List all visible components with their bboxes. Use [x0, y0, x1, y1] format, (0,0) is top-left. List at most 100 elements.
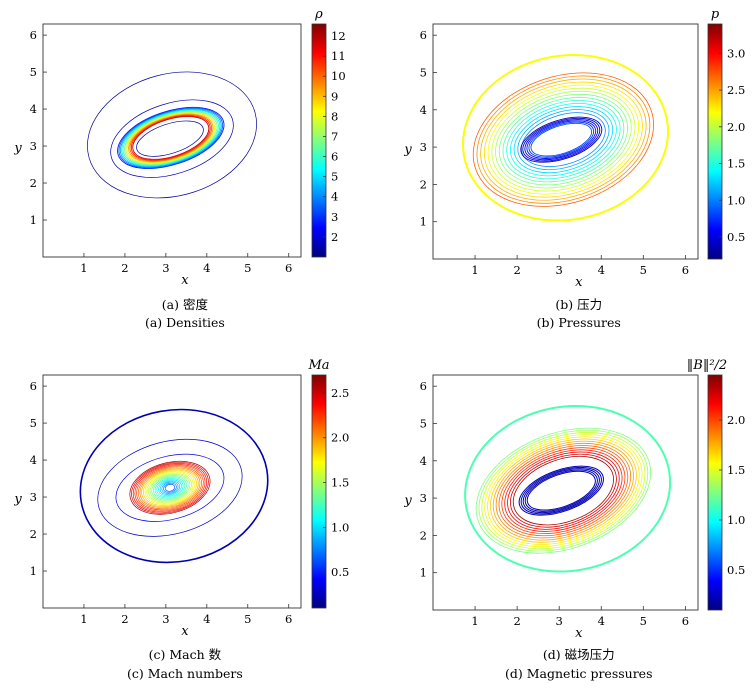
contour-line — [163, 482, 177, 493]
colorbar — [707, 374, 723, 611]
x-tick-label: 4 — [598, 614, 605, 628]
colorbar-tick-label: 7 — [331, 129, 338, 143]
y-tick-label: 2 — [30, 527, 37, 541]
x-tick-label: 5 — [640, 614, 647, 628]
colorbar-tick-label: 1.0 — [727, 513, 745, 527]
colorbar-tick-label: 1.5 — [727, 463, 745, 477]
contour-line — [464, 404, 672, 573]
contour-line — [122, 110, 219, 166]
caption-en: (c) Mach numbers — [127, 666, 243, 681]
y-tick-label: 6 — [30, 28, 37, 42]
x-tick-label: 3 — [556, 263, 563, 277]
contour-line — [509, 103, 617, 177]
colorbar-tick-label: 9 — [331, 89, 338, 103]
caption-zh: (c) Mach 数 — [149, 647, 222, 662]
colorbar — [311, 374, 327, 609]
contour-line — [97, 438, 243, 537]
caption-en: (b) Pressures — [537, 315, 621, 330]
contour-line — [475, 427, 652, 554]
contour-line — [522, 468, 600, 514]
contour-line — [522, 117, 601, 162]
caption-zh: (d) 磁场压力 — [543, 647, 615, 662]
contour-line — [462, 53, 669, 222]
x-tick-label: 3 — [556, 614, 563, 628]
y-tick-label: 4 — [420, 103, 427, 117]
contour-line — [153, 476, 187, 500]
contour-line — [126, 112, 215, 164]
colorbar-tick-label: 2.5 — [727, 83, 745, 97]
contour-field — [464, 404, 672, 573]
contour-line — [483, 81, 643, 198]
contour-line — [137, 466, 202, 510]
contour-line — [528, 121, 595, 158]
y-tick-label: 5 — [30, 65, 37, 79]
plot-frame — [432, 374, 699, 611]
contour-line — [478, 429, 649, 552]
y-tick-label: 6 — [420, 379, 427, 393]
colorbar-tick-label: 4 — [331, 190, 338, 204]
colorbar-tick-label: 12 — [331, 29, 346, 43]
contour-line — [495, 90, 632, 189]
contour-line — [498, 445, 629, 537]
contour-line — [129, 114, 213, 162]
contour-line — [158, 479, 182, 497]
plot-frame — [432, 23, 699, 260]
contour-line — [492, 440, 634, 541]
contour-line — [139, 467, 201, 509]
contour-line — [526, 120, 597, 159]
x-tick-label: 6 — [285, 261, 292, 275]
contour-line — [512, 455, 614, 526]
contour-line — [520, 466, 602, 515]
contour-line — [484, 434, 643, 548]
caption-en: (d) Magnetic pressures — [505, 666, 652, 681]
y-axis-label: y — [13, 492, 22, 507]
contour-line — [509, 453, 617, 528]
contour-line — [487, 436, 640, 545]
x-axis-label: x — [575, 626, 583, 641]
colorbar-tick-label: 0.5 — [727, 563, 745, 577]
plot-frame — [42, 23, 302, 258]
x-tick-label: 6 — [682, 263, 689, 277]
y-tick-label: 6 — [30, 379, 37, 393]
colorbar-tick-label: 3.0 — [727, 46, 745, 60]
y-tick-label: 3 — [420, 491, 427, 505]
contour-line — [520, 116, 603, 163]
contour-line — [118, 107, 224, 169]
colorbar-tick-label: 5 — [331, 170, 338, 184]
contour-line — [502, 96, 625, 183]
y-tick-label: 6 — [420, 28, 427, 42]
contour-line — [506, 100, 621, 180]
colorbar-title: p — [711, 7, 720, 22]
caption-zh: (a) 密度 — [162, 297, 209, 312]
y-tick-label: 1 — [30, 213, 37, 227]
y-tick-label: 2 — [30, 176, 37, 190]
contour-line — [136, 465, 204, 511]
y-tick-label: 4 — [30, 102, 37, 116]
contour-line — [110, 99, 234, 178]
x-tick-label: 4 — [203, 612, 210, 626]
x-tick-label: 2 — [513, 614, 520, 628]
y-axis-label: y — [403, 493, 412, 508]
contour-line — [504, 449, 623, 532]
colorbar-tick-label: 11 — [331, 49, 346, 63]
panel-b: 1 2 3 4 5 6 1 2 3 4 5 6 x y 0.5 1.0 1.5 2.0 2.5 3.0 p (b) 压力 (… — [403, 7, 745, 330]
x-tick-label: 5 — [640, 263, 647, 277]
colorbar — [707, 23, 723, 260]
contour-line — [530, 122, 593, 157]
contour-line — [136, 120, 204, 157]
x-tick-label: 1 — [471, 263, 478, 277]
y-tick-label: 3 — [30, 490, 37, 504]
x-tick-label: 5 — [244, 612, 251, 626]
colorbar-tick-label: 2.5 — [331, 386, 349, 400]
contour-line — [132, 463, 208, 513]
colorbar-tick-label: 6 — [331, 150, 338, 164]
colorbar-tick-label: 2 — [331, 230, 338, 244]
contour-line — [491, 87, 636, 192]
contour-field — [462, 53, 669, 222]
contour-line — [161, 481, 179, 494]
contour-line — [117, 106, 225, 169]
x-tick-label: 6 — [682, 614, 689, 628]
contour-line — [518, 465, 604, 516]
